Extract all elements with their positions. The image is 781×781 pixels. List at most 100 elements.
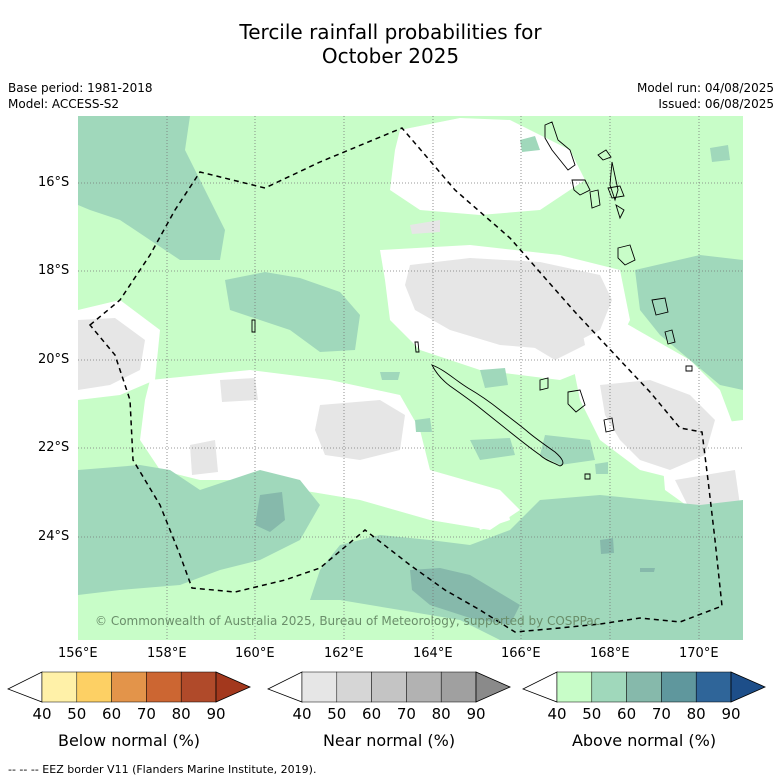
colorbar-segment xyxy=(661,671,697,703)
above-normal-50-region xyxy=(595,462,608,474)
island xyxy=(571,179,591,196)
island xyxy=(651,297,669,316)
above-normal-50-region xyxy=(540,435,595,465)
colorbar-segment xyxy=(626,671,662,703)
colorbar-tick-label: 70 xyxy=(136,705,156,723)
island xyxy=(597,149,612,161)
colorbar-tick-label: 50 xyxy=(67,705,87,723)
lat-label: 16°S xyxy=(38,175,70,190)
lon-label: 170°E xyxy=(679,646,719,661)
colorbar-tick-label: 40 xyxy=(292,705,312,723)
colorbar-tick-label: 40 xyxy=(547,705,567,723)
colorbar-tick-label: 60 xyxy=(617,705,637,723)
colorbar-label-below: Below normal (%) xyxy=(57,731,201,750)
colorbar-min-arrow xyxy=(522,671,558,703)
base-period: Base period: 1981-2018 xyxy=(8,81,153,95)
colorbar-below-normal xyxy=(7,671,251,703)
near-normal-region xyxy=(220,378,258,402)
neutral-zone xyxy=(470,495,510,530)
colorbar-max-arrow xyxy=(730,671,766,703)
coastlines xyxy=(251,121,693,480)
lat-label: 22°S xyxy=(38,440,70,455)
colorbar-tick-label: 60 xyxy=(362,705,382,723)
island xyxy=(617,244,636,266)
island xyxy=(609,161,619,202)
colorbar-tick-label: 70 xyxy=(396,705,416,723)
island xyxy=(615,203,625,220)
eez-border xyxy=(88,127,723,633)
colorbar-segment xyxy=(371,671,407,703)
lat-label: 18°S xyxy=(38,263,70,278)
colorbar-segment xyxy=(591,671,627,703)
eez-legend-note: -- -- -- EEZ border V11 (Flanders Marine… xyxy=(8,763,317,776)
island xyxy=(544,121,576,171)
near-normal-region xyxy=(675,470,740,510)
map-title-line2: October 2025 xyxy=(321,44,460,68)
above-normal-50-region xyxy=(470,438,515,460)
above-normal-50-region xyxy=(78,116,225,260)
above-normal-50-region xyxy=(635,255,743,390)
colorbar-tick-label: 90 xyxy=(206,705,226,723)
island xyxy=(251,319,256,333)
copyright-text: © Commonwealth of Australia 2025, Bureau… xyxy=(95,614,601,628)
near-normal-region xyxy=(315,400,405,460)
above-normal-50-region xyxy=(415,418,432,432)
above-normal-50-region xyxy=(520,136,540,152)
island xyxy=(685,365,693,372)
lon-label: 160°E xyxy=(235,646,275,661)
new-caledonia-island xyxy=(431,364,564,467)
colorbar-segment xyxy=(695,671,732,703)
model-name: Model: ACCESS-S2 xyxy=(8,97,120,111)
colorbar-segment xyxy=(440,671,477,703)
above-normal-60-region xyxy=(600,538,614,554)
colorbars-svg xyxy=(7,671,766,703)
colorbar-segment xyxy=(76,671,112,703)
colorbar-segment xyxy=(556,671,593,703)
island xyxy=(607,185,625,199)
colorbar-segment xyxy=(406,671,442,703)
colorbar-label-near: Near normal (%) xyxy=(322,731,456,750)
colorbar-near-normal xyxy=(267,671,511,703)
above-normal-50-region xyxy=(78,465,320,595)
above-normal-50-region xyxy=(310,495,743,640)
island xyxy=(414,341,420,353)
colorbar-tick-label: 90 xyxy=(721,705,741,723)
lon-label: 158°E xyxy=(147,646,187,661)
colorbar-min-arrow xyxy=(267,671,303,703)
colorbar-tick-label: 40 xyxy=(32,705,52,723)
near-normal-region xyxy=(190,440,218,475)
island xyxy=(603,417,615,433)
colorbar-tick-label: 50 xyxy=(582,705,602,723)
colorbar-max-arrow xyxy=(215,671,251,703)
lon-label: 166°E xyxy=(501,646,541,661)
colorbar-segment xyxy=(180,671,217,703)
above-normal-50-region xyxy=(380,372,400,380)
colorbar-label-above: Above normal (%) xyxy=(571,731,717,750)
colorbar-tick-label: 80 xyxy=(431,705,451,723)
above-normal-50-region xyxy=(480,368,508,388)
lon-label: 168°E xyxy=(590,646,630,661)
colorbar-tick-label: 50 xyxy=(327,705,347,723)
colorbar-tick-label: 90 xyxy=(466,705,486,723)
colorbar-segment xyxy=(146,671,182,703)
colorbar-above-normal xyxy=(522,671,766,703)
near-normal-region xyxy=(530,300,585,360)
colorbar-segment xyxy=(41,671,78,703)
model-run: Model run: 04/08/2025 xyxy=(636,81,774,95)
above-normal-60-region xyxy=(640,568,655,572)
colorbar-min-arrow xyxy=(7,671,43,703)
colorbar-tick-label: 80 xyxy=(171,705,191,723)
island xyxy=(567,389,586,413)
issued-date: Issued: 06/08/2025 xyxy=(658,97,774,111)
near-normal-region xyxy=(600,380,715,470)
colorbar-tick-label: 80 xyxy=(686,705,706,723)
colorbar-segment xyxy=(301,671,338,703)
lat-label: 20°S xyxy=(38,352,70,367)
above-normal-60-region xyxy=(255,492,285,532)
island xyxy=(664,329,676,345)
colorbar-tick-label: 70 xyxy=(651,705,671,723)
island xyxy=(589,189,601,209)
near-normal-region xyxy=(78,318,145,390)
colorbar-segment xyxy=(111,671,147,703)
